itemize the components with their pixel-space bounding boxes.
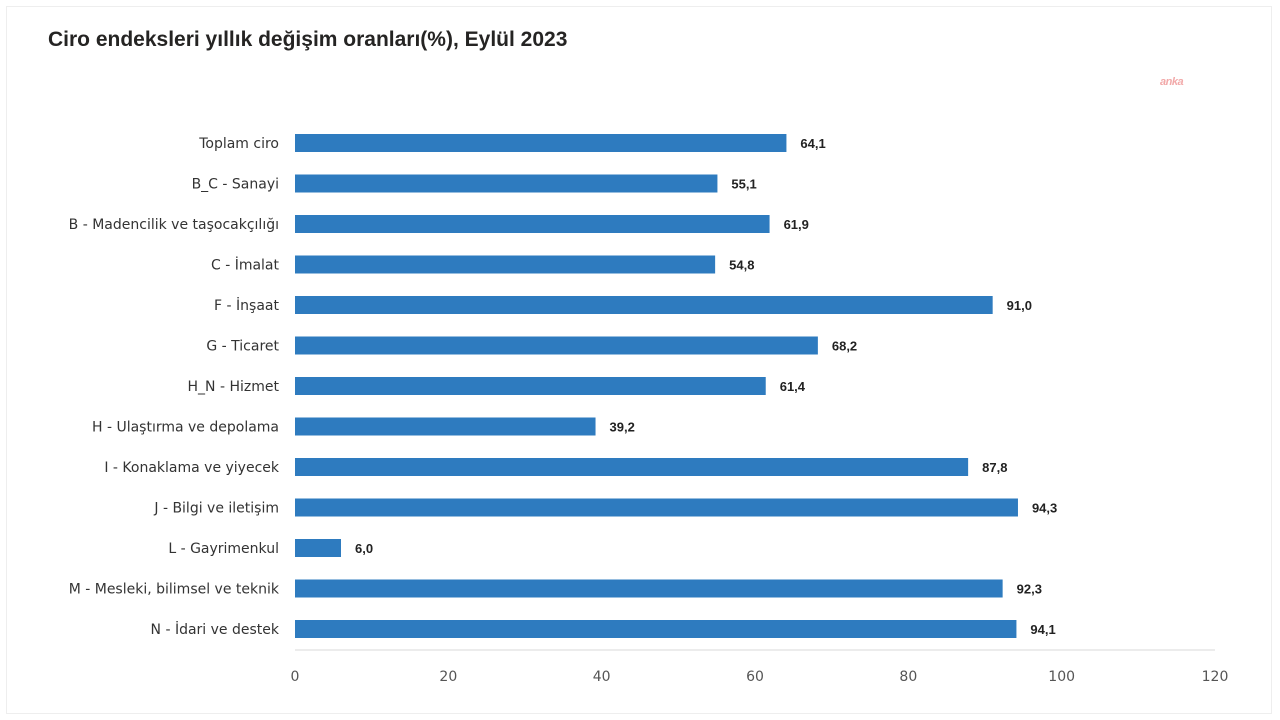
data-label: 92,3: [1017, 582, 1042, 597]
bar: [295, 498, 1018, 517]
bar: [295, 377, 766, 395]
category-label: M - Mesleki, bilimsel ve teknik: [69, 582, 280, 598]
category-label: H_N - Hizmet: [188, 379, 280, 395]
data-label: 61,9: [784, 217, 809, 232]
bar: [295, 417, 596, 436]
category-label: Toplam ciro: [198, 136, 279, 152]
category-label: B_C - Sanayi: [192, 177, 279, 193]
data-label: 94,3: [1032, 501, 1057, 516]
bar: [295, 336, 818, 355]
data-label: 61,4: [780, 379, 806, 394]
x-tick-label: 60: [746, 669, 764, 685]
data-label: 68,2: [832, 339, 857, 354]
data-label: 91,0: [1007, 298, 1032, 313]
bar: [295, 539, 341, 557]
data-label: 94,1: [1030, 622, 1055, 637]
x-tick-label: 20: [439, 669, 457, 685]
category-label: G - Ticaret: [206, 339, 279, 355]
x-tick-label: 0: [291, 669, 300, 685]
category-label: H - Ulaştırma ve depolama: [92, 420, 279, 436]
data-label: 39,2: [610, 420, 635, 435]
chart-frame: [6, 6, 1272, 714]
data-label: 54,8: [729, 258, 754, 273]
category-label: L - Gayrimenkul: [168, 541, 279, 557]
data-label: 87,8: [982, 460, 1007, 475]
bar: [295, 620, 1017, 638]
bar: [295, 458, 969, 476]
watermark-logo: anka: [1160, 76, 1184, 88]
bars-layer: Toplam ciro 64,1 B_C - Sanayi 55,1 B - Maden…: [69, 134, 1057, 638]
x-tick-label: 100: [1048, 669, 1075, 685]
bar: [295, 296, 993, 314]
bar: [295, 134, 787, 152]
category-label: I - Konaklama ve yiyecek: [104, 460, 280, 476]
chart-title: Ciro endeksleri yıllık değişim oranları(…: [48, 28, 568, 51]
category-label: F - İnşaat: [214, 296, 279, 314]
bar: [295, 215, 770, 233]
x-tick-label: 40: [593, 669, 611, 685]
category-label: N - İdari ve destek: [151, 620, 280, 638]
bar: [295, 255, 716, 274]
category-label: B - Madencilik ve taşocakçılığı: [69, 217, 279, 233]
data-label: 64,1: [800, 136, 825, 151]
bar: [295, 174, 718, 193]
x-tick-label: 120: [1202, 669, 1229, 685]
bar: [295, 579, 1003, 598]
data-label: 55,1: [731, 177, 756, 192]
category-label: J - Bilgi ve iletişim: [153, 501, 279, 517]
x-tick-label: 80: [899, 669, 917, 685]
x-axis-ticks: 0 20 40 60 80 100 120: [291, 669, 1229, 685]
category-label: C - İmalat: [211, 256, 280, 274]
data-label: 6,0: [355, 541, 373, 556]
